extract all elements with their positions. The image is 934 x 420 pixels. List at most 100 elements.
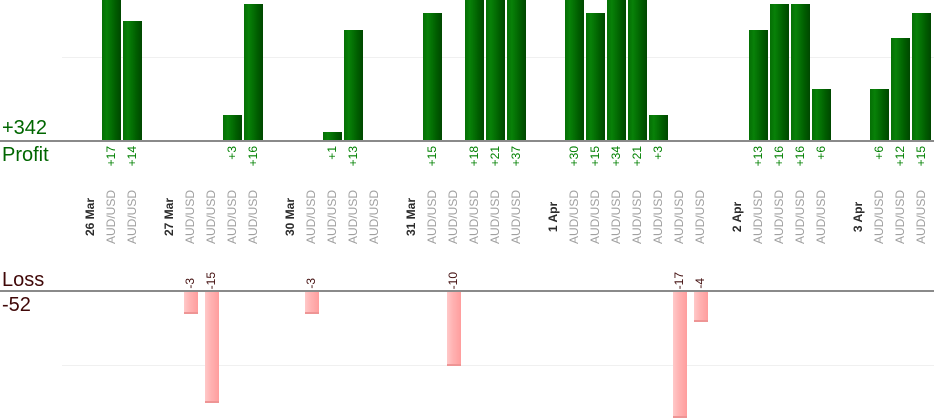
profit-bar[interactable] — [565, 0, 584, 140]
profit-bar[interactable] — [649, 114, 668, 140]
profit-value-label: +21 — [487, 146, 502, 167]
profit-bar[interactable] — [912, 12, 931, 140]
loss-bar[interactable] — [304, 292, 319, 315]
profit-total: +342 — [2, 117, 48, 139]
profit-bar[interactable] — [344, 29, 363, 140]
pair-label: AUD/USD — [650, 189, 665, 245]
pair-label: AUD/USD — [182, 189, 197, 245]
pair-label: AUD/USD — [771, 189, 786, 245]
loss-bar[interactable] — [672, 292, 687, 418]
loss-value-label: -17 — [671, 271, 686, 289]
profit-value-label: +6 — [813, 146, 828, 160]
pair-label: AUD/USD — [203, 189, 218, 245]
loss-bar[interactable] — [183, 292, 198, 315]
profit-value-label: +12 — [892, 146, 907, 167]
profit-value-label: +1 — [324, 146, 339, 160]
profit-bar[interactable] — [465, 0, 484, 140]
pair-label: AUD/USD — [124, 189, 139, 245]
pair-label: AUD/USD — [671, 189, 686, 245]
date-label: 26 Mar — [83, 197, 97, 237]
profit-bar[interactable] — [586, 12, 605, 140]
profit-bar[interactable] — [607, 0, 626, 140]
date-label: 2 Apr — [730, 201, 744, 233]
pair-label: AUD/USD — [324, 189, 339, 245]
profit-value-label: +15 — [587, 146, 602, 167]
profit-bar[interactable] — [870, 89, 889, 140]
profit-bar[interactable] — [423, 12, 442, 140]
profit-bar[interactable] — [812, 89, 831, 140]
profit-bar[interactable] — [749, 29, 768, 140]
profit-bar[interactable] — [486, 0, 505, 140]
date-label: 31 Mar — [404, 197, 418, 237]
profit-value-label: +6 — [871, 146, 886, 160]
pair-label: AUD/USD — [892, 189, 907, 245]
profit-value-label: +16 — [771, 146, 786, 167]
profit-bar[interactable] — [791, 4, 810, 140]
loss-value-label: -15 — [203, 271, 218, 289]
loss-value-label: -3 — [303, 278, 318, 289]
profit-value-label: +16 — [792, 146, 807, 167]
profit-bar[interactable] — [102, 0, 121, 140]
pair-label: AUD/USD — [303, 189, 318, 245]
pair-label: AUD/USD — [245, 189, 260, 245]
profit-axis-line — [0, 140, 934, 142]
profit-value-label: +18 — [466, 146, 481, 167]
date-label: 27 Mar — [162, 197, 176, 237]
date-label: 3 Apr — [851, 201, 865, 233]
pair-label: AUD/USD — [692, 189, 707, 245]
pair-label: AUD/USD — [487, 189, 502, 245]
profit-value-label: +16 — [245, 146, 260, 167]
pair-label: AUD/USD — [629, 189, 644, 245]
profit-bar[interactable] — [223, 114, 242, 140]
profit-bar[interactable] — [628, 0, 647, 140]
loss-axis-line — [0, 290, 934, 292]
pair-label: AUD/USD — [224, 189, 239, 245]
pair-label: AUD/USD — [587, 189, 602, 245]
loss-bar[interactable] — [204, 292, 219, 403]
profit-bar[interactable] — [244, 4, 263, 140]
pair-label: AUD/USD — [566, 189, 581, 245]
profit-bar[interactable] — [123, 21, 142, 140]
loss-gridline — [62, 365, 934, 366]
profit-value-label: +21 — [629, 146, 644, 167]
profit-value-label: +13 — [750, 146, 765, 167]
loss-value-label: -10 — [445, 271, 460, 289]
profit-value-label: +15 — [913, 146, 928, 167]
loss-axis-label: Loss — [2, 269, 45, 291]
date-label: 30 Mar — [283, 197, 297, 237]
date-label: 1 Apr — [546, 201, 560, 233]
pair-label: AUD/USD — [813, 189, 828, 245]
loss-total: -52 — [2, 294, 31, 316]
profit-bar[interactable] — [770, 4, 789, 140]
profit-value-label: +3 — [224, 146, 239, 160]
loss-bar[interactable] — [693, 292, 708, 322]
profit-value-label: +37 — [508, 146, 523, 167]
loss-value-label: -4 — [692, 278, 707, 289]
profit-value-label: +17 — [103, 146, 118, 167]
pair-label: AUD/USD — [424, 189, 439, 245]
profit-value-label: +34 — [608, 146, 623, 167]
loss-bar[interactable] — [446, 292, 461, 366]
profit-bar[interactable] — [891, 38, 910, 140]
pair-label: AUD/USD — [345, 189, 360, 245]
pair-label: AUD/USD — [913, 189, 928, 245]
pair-label: AUD/USD — [792, 189, 807, 245]
pair-label: AUD/USD — [466, 189, 481, 245]
profit-bar[interactable] — [323, 131, 342, 140]
profit-value-label: +13 — [345, 146, 360, 167]
pair-label: AUD/USD — [871, 189, 886, 245]
profit-axis-label: Profit — [2, 144, 49, 166]
loss-value-label: -3 — [182, 278, 197, 289]
profit-value-label: +30 — [566, 146, 581, 167]
pair-label: AUD/USD — [103, 189, 118, 245]
pair-label: AUD/USD — [366, 189, 381, 245]
pair-label: AUD/USD — [445, 189, 460, 245]
profit-value-label: +14 — [124, 146, 139, 167]
profit-value-label: +3 — [650, 146, 665, 160]
pair-label: AUD/USD — [750, 189, 765, 245]
pair-label: AUD/USD — [608, 189, 623, 245]
pair-label: AUD/USD — [508, 189, 523, 245]
profit-bar[interactable] — [507, 0, 526, 140]
profit-value-label: +15 — [424, 146, 439, 167]
